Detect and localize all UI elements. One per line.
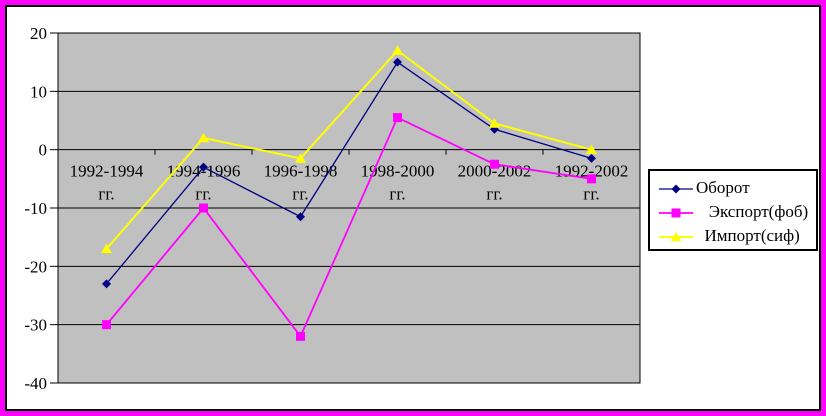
square-marker [199, 203, 208, 213]
diamond-marker [296, 212, 305, 222]
diamond-marker [393, 57, 402, 67]
diamond-marker [587, 153, 596, 163]
y-axis-tick-label: 20 [30, 24, 47, 43]
legend-sample [659, 231, 693, 242]
square-marker [490, 159, 499, 169]
triangle-marker [198, 132, 209, 143]
legend-label: Импорт(сиф) [696, 226, 800, 245]
triangle-marker [295, 153, 306, 163]
x-axis-category-label-line2: гг. [292, 185, 308, 204]
y-axis-tick-label: 0 [39, 141, 48, 160]
legend-label: Оборот [696, 178, 750, 197]
x-axis-category-label-line2: гг. [195, 185, 211, 204]
series-line [106, 61, 592, 285]
x-axis-category-label: 1996-1998 [264, 162, 338, 181]
y-axis-tick-label: -20 [24, 257, 47, 276]
x-axis-category-label-line2: гг. [98, 185, 114, 204]
y-axis-tick-label: -30 [24, 316, 47, 335]
series-line [105, 116, 592, 339]
series-line [105, 49, 592, 250]
legend-line-square-icon [658, 206, 696, 218]
x-axis-category-label-line2: гг. [389, 185, 405, 204]
y-axis-tick-label: -10 [24, 199, 47, 218]
legend-sample [659, 208, 693, 218]
legend-box: Оборот Экспорт(фоб) Импорт(сиф) [648, 169, 818, 251]
square-marker [296, 331, 305, 341]
legend-label: Экспорт(фоб) [696, 202, 809, 221]
legend-line-triangle-icon [658, 230, 696, 242]
legend-sample [659, 184, 693, 194]
legend-item: Экспорт(фоб) [658, 200, 816, 224]
diamond-marker [102, 279, 111, 289]
legend-item: Импорт(сиф) [658, 224, 816, 248]
legend-item: Оборот [658, 176, 816, 200]
square-marker [393, 113, 402, 123]
x-axis-category-label-line2: гг. [486, 185, 502, 204]
x-axis-category-label: 1992-1994 [70, 162, 144, 181]
triangle-marker [392, 45, 403, 55]
triangle-marker [586, 144, 597, 154]
y-axis-tick-label: 10 [30, 82, 47, 101]
square-marker [671, 208, 681, 218]
triangle-marker [670, 231, 682, 242]
x-axis-category-label: 1998-2000 [361, 162, 435, 181]
x-axis-category-label-line2: гг. [583, 185, 599, 204]
diamond-marker [199, 162, 208, 172]
triangle-marker [101, 243, 112, 254]
y-axis-tick-label: -40 [24, 374, 47, 393]
legend-line-diamond-icon [658, 182, 696, 194]
square-marker [102, 320, 111, 330]
triangle-marker [489, 118, 500, 128]
diamond-marker [671, 184, 681, 194]
square-marker [587, 174, 596, 184]
